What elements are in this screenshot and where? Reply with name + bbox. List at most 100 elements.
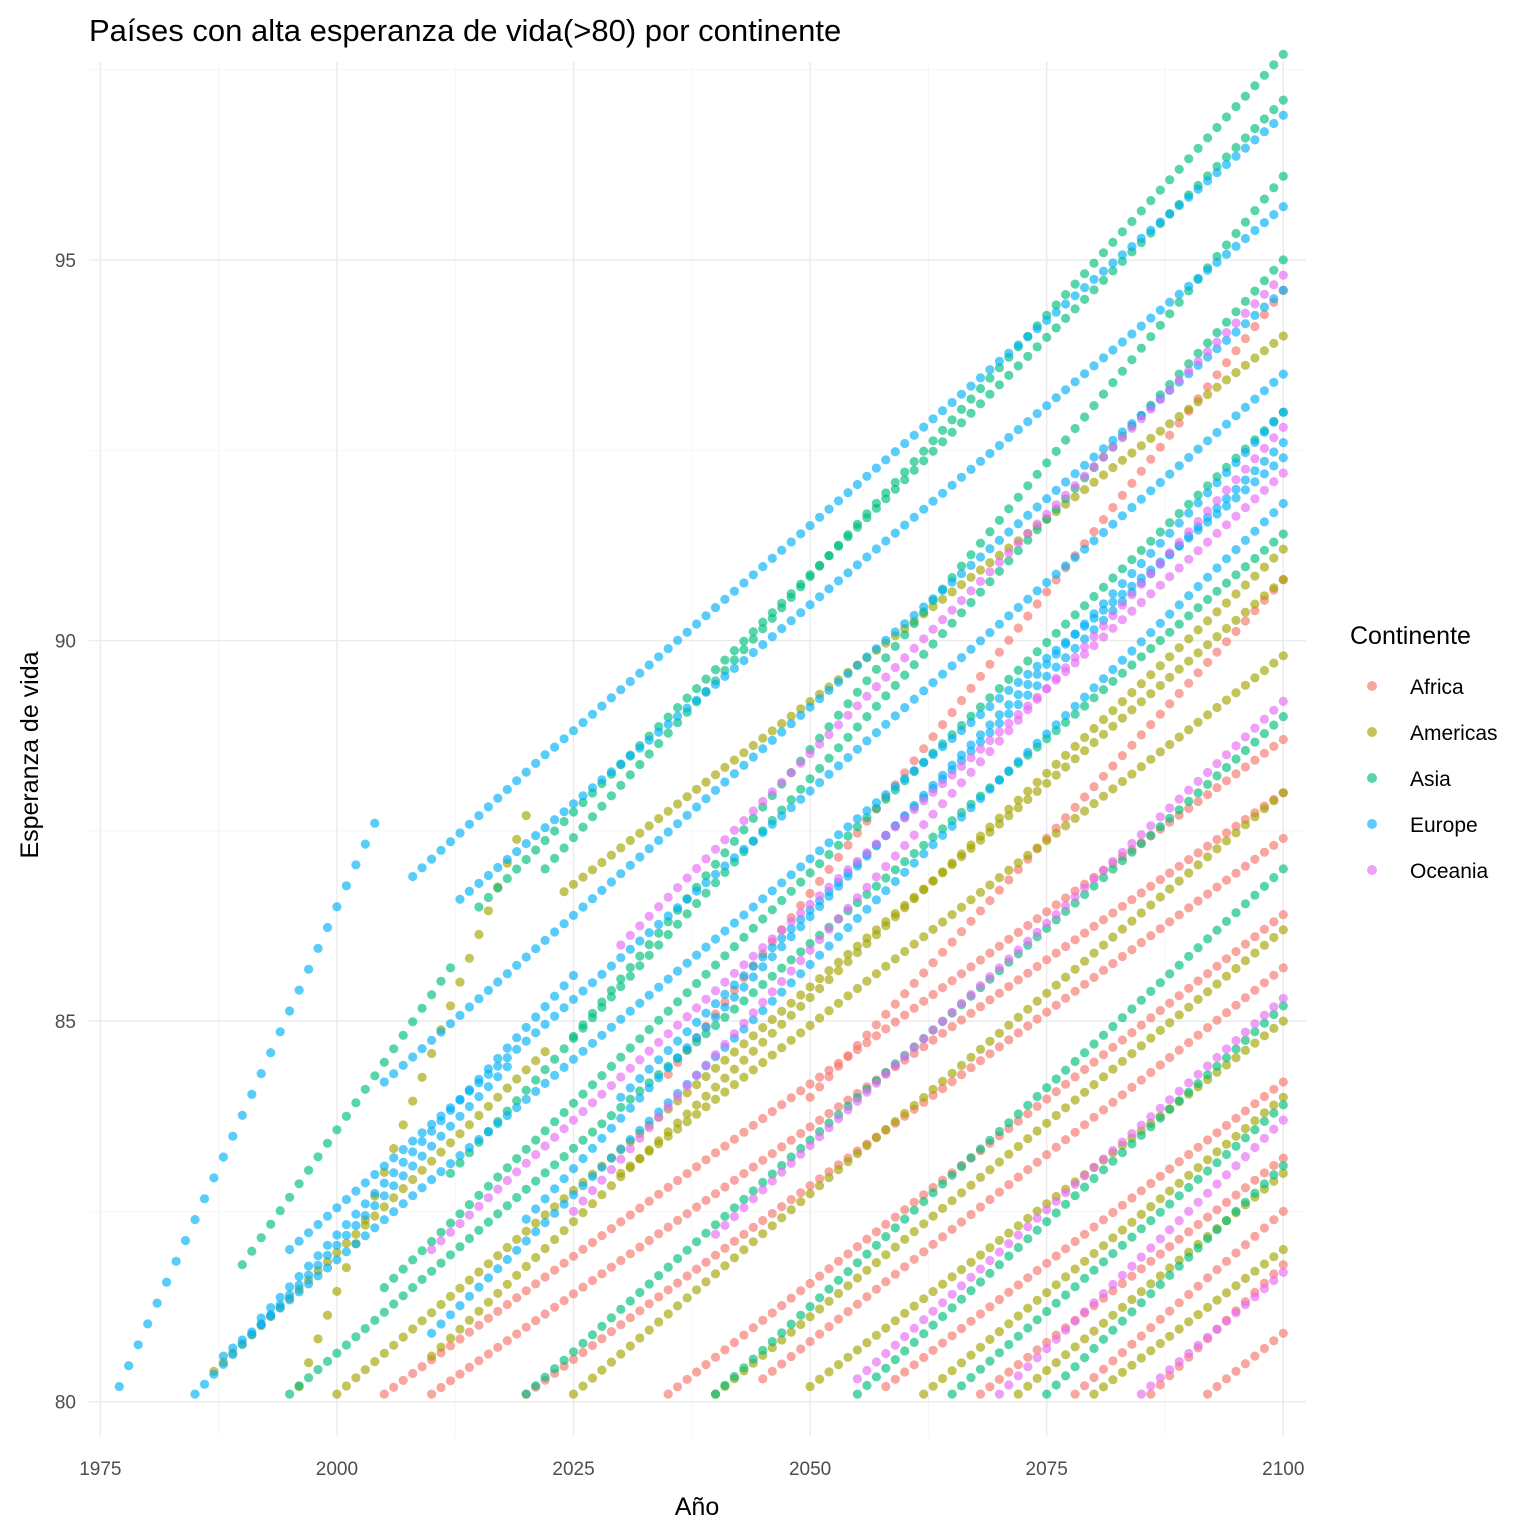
data-point <box>1023 1213 1033 1223</box>
data-point <box>729 836 740 847</box>
data-point <box>1098 865 1109 875</box>
data-point <box>1146 670 1156 680</box>
data-point <box>966 1153 976 1163</box>
data-point <box>360 1178 370 1188</box>
data-point <box>1070 481 1080 491</box>
data-point <box>701 611 711 621</box>
data-point <box>1127 1082 1137 1092</box>
data-point <box>777 933 787 943</box>
data-point <box>332 902 342 912</box>
data-point <box>947 1331 957 1341</box>
data-point <box>398 1375 408 1385</box>
data-point <box>852 1242 863 1252</box>
data-point <box>1136 545 1146 556</box>
data-point <box>1032 961 1042 972</box>
data-point <box>805 1381 815 1392</box>
data-point <box>956 653 967 663</box>
data-point <box>445 1105 456 1115</box>
data-point <box>1089 1162 1099 1173</box>
data-point <box>985 995 995 1005</box>
data-point <box>758 962 768 972</box>
data-point <box>663 644 673 654</box>
data-point <box>767 553 777 564</box>
data-point <box>1269 1215 1279 1225</box>
data-point <box>625 971 635 981</box>
data-point <box>1155 1113 1165 1123</box>
data-point <box>550 1184 560 1194</box>
data-point <box>852 1374 863 1384</box>
data-point <box>1080 1353 1090 1363</box>
data-point <box>1042 1094 1052 1104</box>
data-point <box>1278 270 1288 280</box>
data-point <box>1221 954 1232 964</box>
data-point <box>597 1175 607 1185</box>
data-point <box>975 955 986 965</box>
data-point <box>947 1007 957 1017</box>
data-point <box>956 695 967 706</box>
data-point <box>445 1291 456 1301</box>
data-point <box>1250 673 1260 683</box>
data-point <box>493 1092 503 1102</box>
data-point <box>1098 632 1109 642</box>
data-point <box>985 628 995 638</box>
data-point <box>341 1381 351 1391</box>
data-point <box>758 894 768 904</box>
data-point <box>1212 1324 1222 1334</box>
data-point <box>729 1004 740 1014</box>
data-point <box>1136 558 1146 569</box>
data-point <box>994 693 1005 704</box>
data-point <box>1032 409 1042 419</box>
data-point <box>815 592 825 602</box>
data-point <box>1051 446 1061 456</box>
data-point <box>1080 692 1090 702</box>
data-point <box>701 777 711 787</box>
data-point <box>1117 924 1127 934</box>
data-point <box>1023 1134 1033 1144</box>
data-point <box>1080 471 1090 481</box>
data-point <box>1098 915 1109 925</box>
data-point <box>162 1277 172 1287</box>
data-point <box>1146 1346 1156 1356</box>
data-point <box>1174 991 1184 1001</box>
data-point <box>360 1084 370 1094</box>
data-point <box>871 1240 882 1250</box>
data-point <box>947 910 957 920</box>
data-point <box>720 926 730 936</box>
data-point <box>1089 477 1099 487</box>
data-point <box>975 1250 986 1260</box>
data-point <box>578 797 588 808</box>
data-point <box>322 1250 333 1260</box>
data-point <box>635 1086 645 1096</box>
data-point <box>871 463 882 473</box>
data-point <box>767 943 777 953</box>
data-point <box>1250 606 1260 616</box>
data-point <box>1023 936 1033 946</box>
data-point <box>1051 485 1061 495</box>
data-point <box>398 1332 408 1342</box>
data-point <box>474 1134 484 1145</box>
data-point <box>1070 552 1080 563</box>
data-point <box>1117 1302 1127 1312</box>
data-point <box>1221 1044 1232 1054</box>
data-point <box>1098 1105 1109 1115</box>
data-point <box>502 1254 512 1265</box>
data-point <box>1231 493 1241 503</box>
data-point <box>900 1214 910 1224</box>
data-point <box>540 1309 550 1319</box>
data-point <box>975 587 986 597</box>
data-point <box>1042 1217 1052 1227</box>
data-point <box>881 1250 891 1260</box>
data-point <box>1184 785 1194 795</box>
data-point <box>1108 623 1118 633</box>
data-point <box>1136 679 1146 689</box>
data-point <box>805 959 815 970</box>
data-point <box>994 356 1005 366</box>
data-point <box>568 1251 579 1261</box>
data-point <box>1013 1242 1023 1253</box>
data-point <box>673 1091 683 1101</box>
data-point <box>474 1356 484 1366</box>
data-point <box>408 871 418 882</box>
data-point <box>474 1282 484 1292</box>
data-point <box>994 988 1005 998</box>
data-point <box>767 886 777 896</box>
